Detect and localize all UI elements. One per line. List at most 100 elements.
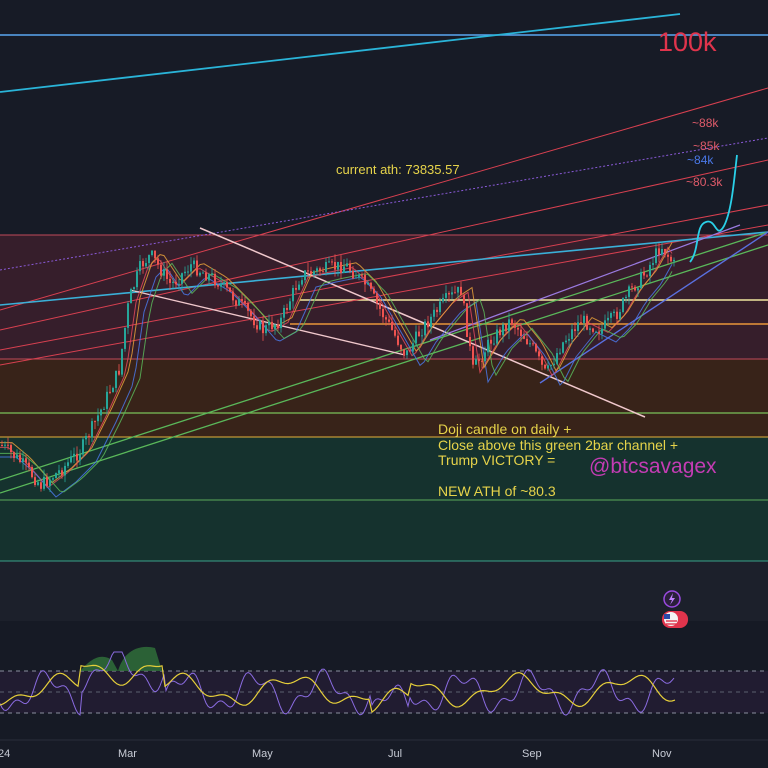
candle-body bbox=[460, 286, 462, 296]
candle-body bbox=[337, 261, 339, 270]
candle-body bbox=[304, 270, 306, 281]
candle-body bbox=[142, 261, 144, 267]
candle-body bbox=[421, 335, 423, 337]
candle-body bbox=[88, 436, 90, 438]
lower-band bbox=[0, 561, 768, 621]
candle-body bbox=[265, 325, 267, 334]
level-label-80k: ~80.3k bbox=[686, 175, 723, 189]
candle-body bbox=[502, 324, 504, 336]
candle-body bbox=[91, 421, 93, 438]
candle-body bbox=[448, 293, 450, 295]
candle-body bbox=[64, 465, 66, 476]
candle-body bbox=[157, 258, 159, 265]
support-zone bbox=[0, 437, 768, 561]
candle-body bbox=[49, 479, 51, 486]
us-flag-event-icon[interactable] bbox=[662, 611, 688, 628]
candle-body bbox=[397, 335, 399, 345]
candle-body bbox=[652, 263, 654, 265]
candle-body bbox=[19, 454, 21, 462]
candle-body bbox=[544, 364, 546, 369]
stoch-k-line bbox=[0, 651, 675, 716]
candle-body bbox=[271, 321, 273, 330]
candle-body bbox=[634, 286, 636, 291]
candle-body bbox=[439, 301, 441, 313]
candle-body bbox=[484, 352, 486, 362]
candle-body bbox=[82, 439, 84, 455]
candle-body bbox=[619, 312, 621, 319]
moving-averages bbox=[0, 242, 673, 498]
candle-body bbox=[349, 263, 351, 271]
candle-body bbox=[289, 301, 291, 310]
candle-body bbox=[436, 309, 438, 313]
candle-body bbox=[358, 274, 360, 278]
candle-body bbox=[268, 321, 270, 326]
candle-body bbox=[151, 250, 153, 256]
candle-body bbox=[262, 320, 264, 334]
x-tick-label: Jul bbox=[388, 748, 402, 760]
candle-body bbox=[481, 360, 483, 362]
candle-body bbox=[256, 325, 258, 330]
annotation-line-5: NEW ATH of ~80.3 bbox=[438, 483, 556, 499]
candle-body bbox=[118, 370, 120, 375]
candle-body bbox=[490, 339, 492, 344]
candle-body bbox=[73, 453, 75, 457]
candle-body bbox=[622, 298, 624, 313]
candle-body bbox=[178, 283, 180, 285]
candle-body bbox=[280, 317, 282, 329]
candle-body bbox=[148, 255, 150, 264]
candle-body bbox=[28, 462, 30, 468]
candle-body bbox=[145, 263, 147, 267]
candle-body bbox=[505, 324, 507, 332]
candle-body bbox=[418, 331, 420, 337]
candle-body bbox=[40, 482, 42, 489]
lightning-event-icon[interactable] bbox=[663, 590, 681, 608]
candle-body bbox=[568, 339, 570, 341]
candle-body bbox=[409, 350, 411, 352]
candle-body bbox=[583, 315, 585, 323]
candle-body bbox=[199, 272, 201, 276]
x-tick-label: Nov bbox=[652, 748, 672, 760]
candle-body bbox=[403, 349, 405, 356]
candle-body bbox=[34, 477, 36, 485]
candle-body bbox=[61, 470, 63, 476]
candle-body bbox=[112, 387, 114, 393]
candle-body bbox=[175, 281, 177, 285]
candle-body bbox=[226, 282, 228, 288]
candle-body bbox=[310, 271, 312, 275]
candle-body bbox=[322, 271, 324, 273]
candle-body bbox=[100, 409, 102, 416]
candle-body bbox=[67, 462, 69, 466]
candle-body bbox=[211, 273, 213, 275]
trendline-red-1 bbox=[0, 87, 768, 311]
stoch-rsi-lines bbox=[0, 646, 676, 716]
candle-body bbox=[16, 454, 18, 459]
candle-body bbox=[433, 309, 435, 317]
projection-path bbox=[689, 154, 738, 263]
candle-body bbox=[430, 316, 432, 328]
candle-body bbox=[535, 344, 537, 352]
candle-body bbox=[520, 329, 522, 337]
candle-body bbox=[217, 285, 219, 287]
candle-body bbox=[139, 261, 141, 272]
wedge-upper bbox=[429, 224, 741, 341]
candle-body bbox=[370, 282, 372, 289]
candle-body bbox=[127, 303, 129, 328]
wedge-lower bbox=[539, 231, 768, 384]
candle-body bbox=[376, 293, 378, 304]
candle-body bbox=[487, 339, 489, 353]
candle-body bbox=[154, 250, 156, 259]
candle-body bbox=[496, 329, 498, 344]
moving-average-line bbox=[0, 262, 673, 493]
candle-body bbox=[319, 268, 321, 272]
candle-body bbox=[661, 249, 663, 255]
candle-body bbox=[205, 272, 207, 281]
candle-body bbox=[172, 281, 174, 283]
candle-body bbox=[136, 271, 138, 288]
candle-body bbox=[580, 322, 582, 324]
trendline-cyan-top bbox=[0, 13, 681, 93]
candle-body bbox=[565, 340, 567, 343]
candle-body bbox=[79, 454, 81, 461]
candle-body bbox=[562, 342, 564, 353]
candle-body bbox=[169, 278, 171, 283]
